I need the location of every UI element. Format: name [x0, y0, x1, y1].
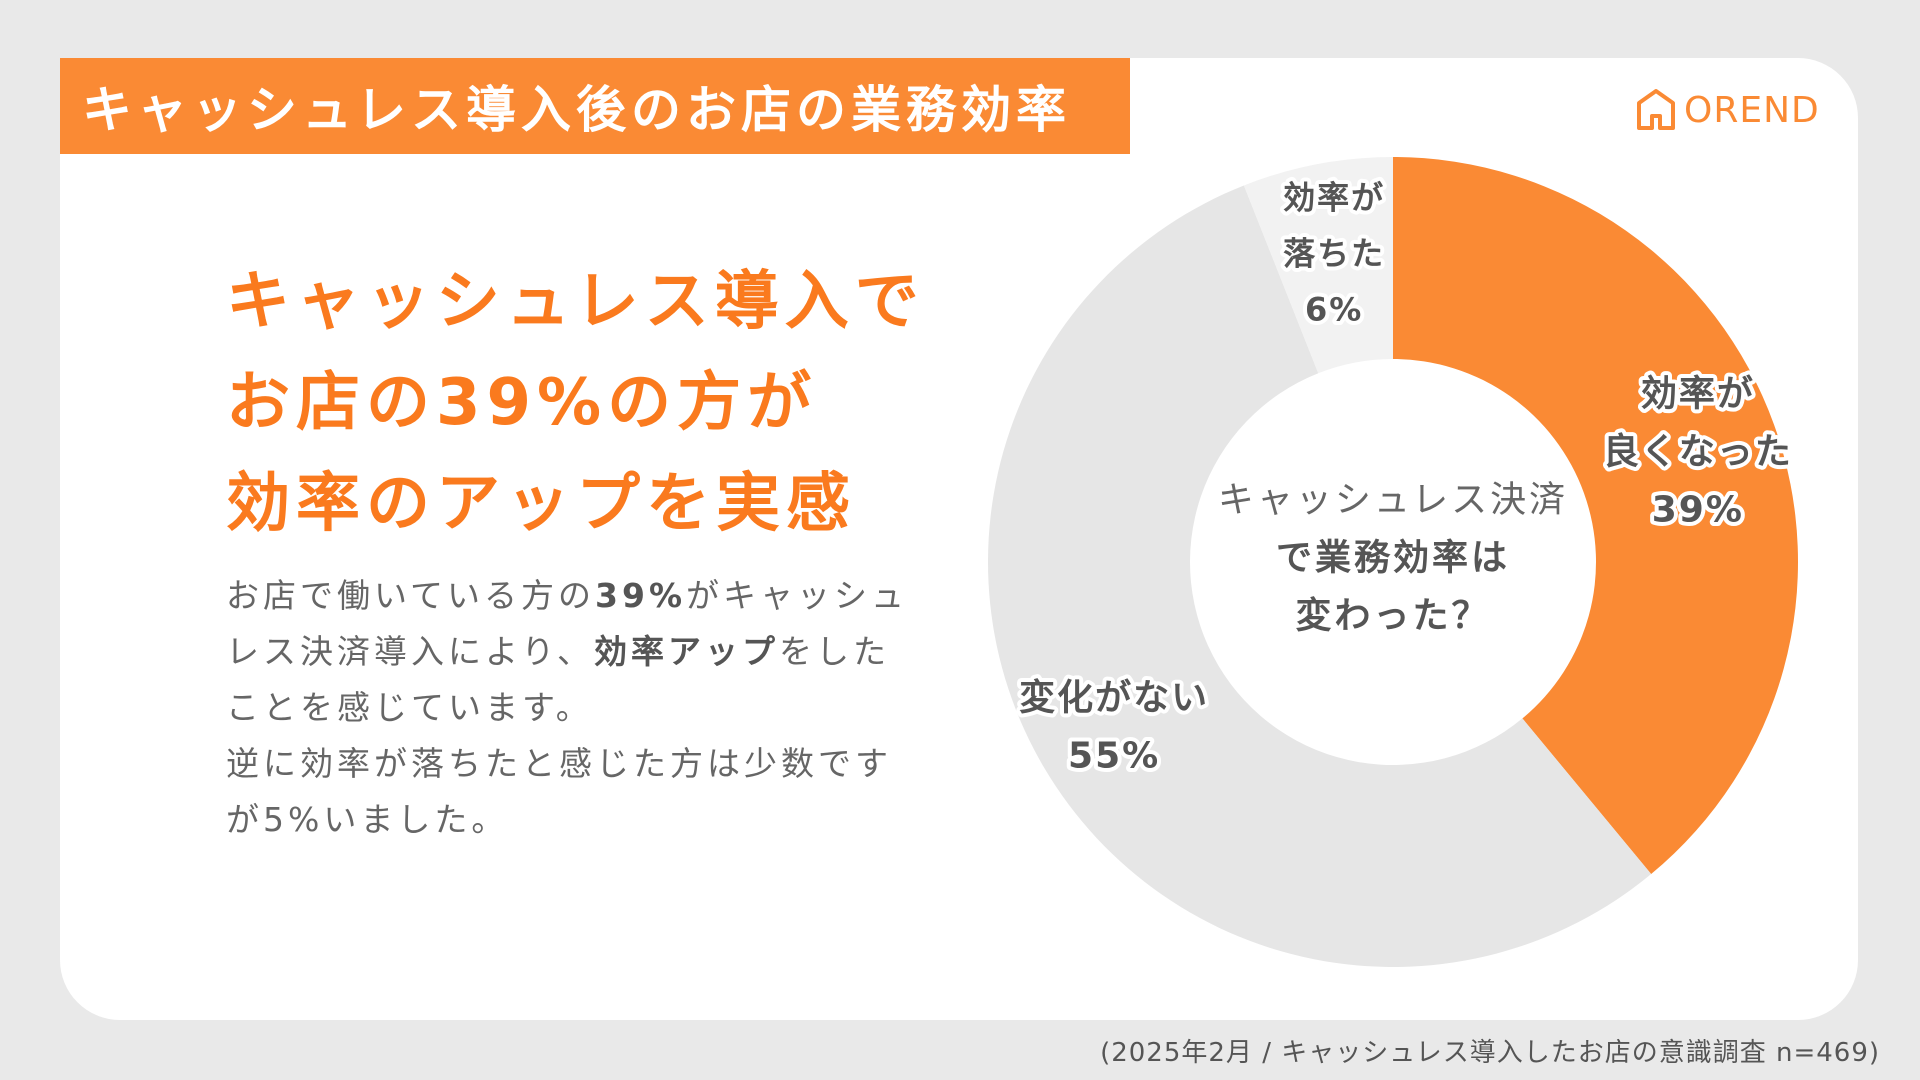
headline-line: キャッシュレス導入で	[226, 265, 925, 339]
page-title: キャッシュレス導入後のお店の業務効率	[82, 81, 1071, 139]
logo-text: OREND	[1684, 89, 1820, 131]
description: お店で働いている方の39%がキャッシュ レス決済導入により、効率アップをした こ…	[226, 568, 946, 848]
description-line: ことを感じています。	[226, 688, 593, 727]
emphasis-text: 効率アップ	[594, 632, 780, 671]
headline: キャッシュレス導入で お店の39%の方が 効率のアップを実感	[226, 252, 946, 555]
house-icon	[1637, 89, 1675, 130]
text-fragment: お店で働いている方の	[226, 576, 596, 615]
text-fragment: レス決済導入により、	[226, 632, 595, 671]
description-line: レス決済導入により、効率アップをした	[226, 624, 946, 680]
description-line: 逆に効率が落ちたと感じた方は少数です	[226, 744, 892, 783]
headline-line: 効率のアップを実感	[226, 467, 856, 541]
brand-logo: OREND	[1636, 88, 1820, 132]
emphasis-text: 39%	[595, 576, 687, 615]
headline-line: お店の39%の方が	[226, 366, 818, 440]
description-line: が5%いました。	[226, 800, 509, 839]
source-footnote: (2025年2月 / キャッシュレス導入したお店の意識調査 n=469)	[1100, 1038, 1880, 1068]
text-fragment: がキャッシュ	[686, 576, 909, 615]
title-banner: キャッシュレス導入後のお店の業務効率	[60, 58, 1130, 154]
text-fragment: をした	[779, 632, 891, 671]
description-line: お店で働いている方の39%がキャッシュ	[226, 568, 946, 624]
